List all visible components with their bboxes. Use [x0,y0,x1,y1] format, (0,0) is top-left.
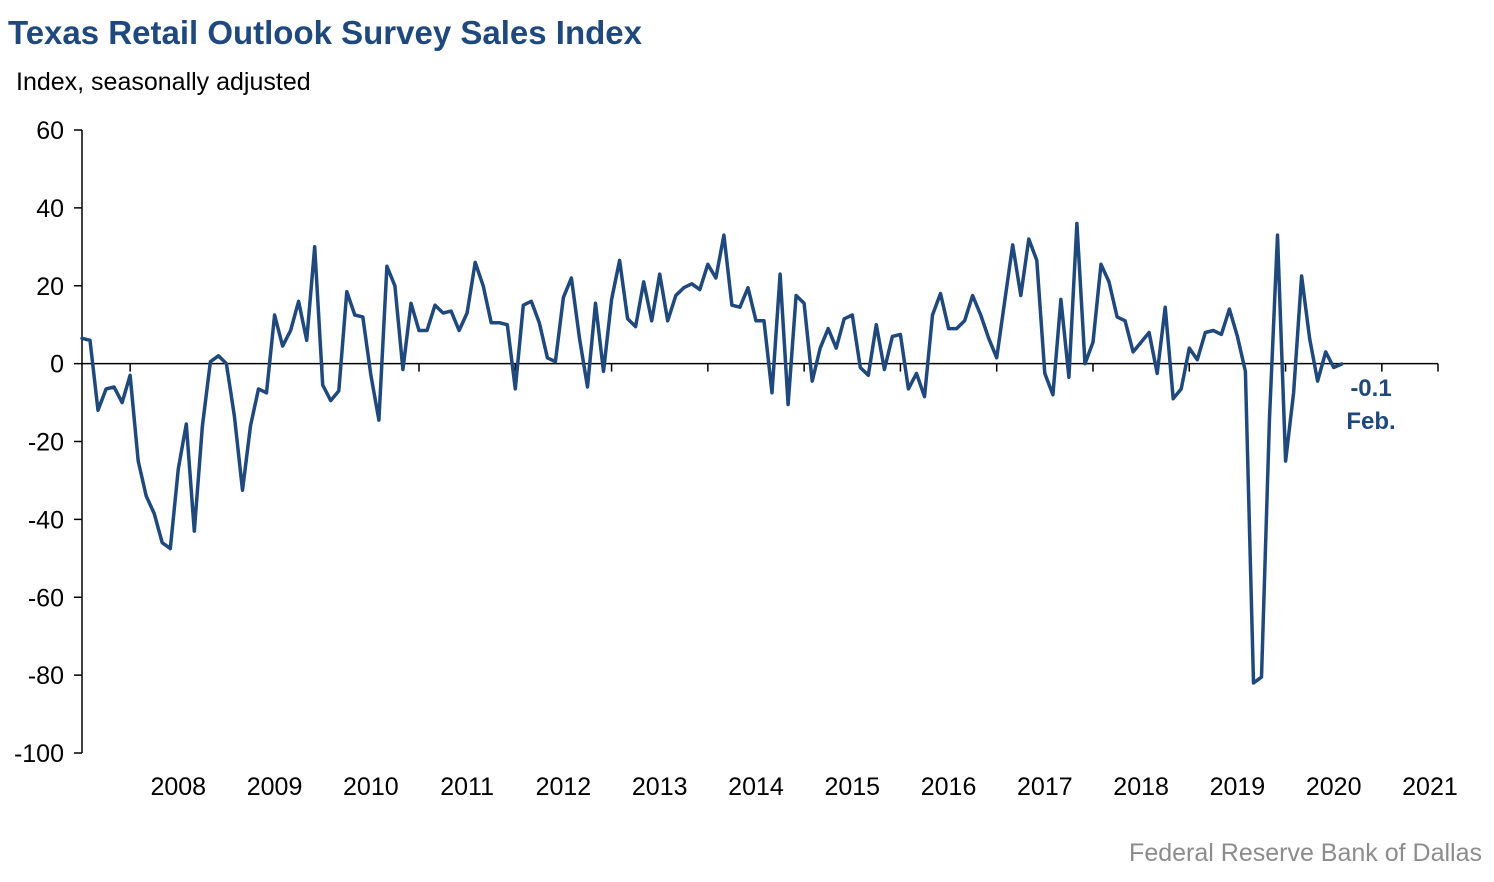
x-tick-label: 2017 [1017,773,1073,801]
annotation: -0.1 Feb. [1346,375,1395,435]
annotation-label: Feb. [1346,408,1395,435]
x-tick-labels: 2008 2009 2010 2011 2012 2013 2014 2015 2016 2017… [150,773,1457,801]
annotation-value: -0.1 [1350,375,1391,402]
y-tick-label: -60 [28,584,64,612]
x-tick-label: 2016 [921,773,977,801]
y-tick-label: 40 [36,195,64,223]
y-tick-label: 60 [36,117,64,145]
x-tick-label: 2010 [343,773,399,801]
x-tick-label: 2018 [1113,773,1169,801]
x-tick-label: 2020 [1306,773,1362,801]
chart-title: Texas Retail Outlook Survey Sales Index [8,14,642,51]
y-axis-label: Index, seasonally adjusted [16,68,311,96]
x-tick-label: 2009 [247,773,303,801]
source-credit: Federal Reserve Bank of Dallas [1129,839,1482,867]
x-tick-label: 2013 [632,773,688,801]
x-tick-label: 2019 [1210,773,1266,801]
y-tick-label: 20 [36,273,64,301]
x-tick-label: 2012 [536,773,592,801]
x-tick-label: 2021 [1402,773,1458,801]
x-tick-label: 2008 [150,773,206,801]
y-tick-labels: 60 40 20 0 -20 -40 -60 -80 -100 [14,117,64,768]
series-layer [80,221,1344,685]
y-tick-label: -80 [28,662,64,690]
y-tick-label: -100 [14,740,64,768]
y-tick-label: 0 [50,351,64,379]
y-tick-label: -40 [28,506,64,534]
axes [74,129,1439,754]
x-tick-label: 2014 [728,773,784,801]
x-tick-label: 2011 [440,773,494,801]
series-line-0 [80,221,1344,685]
x-tick-label: 2015 [824,773,880,801]
y-tick-label: -20 [28,429,64,457]
